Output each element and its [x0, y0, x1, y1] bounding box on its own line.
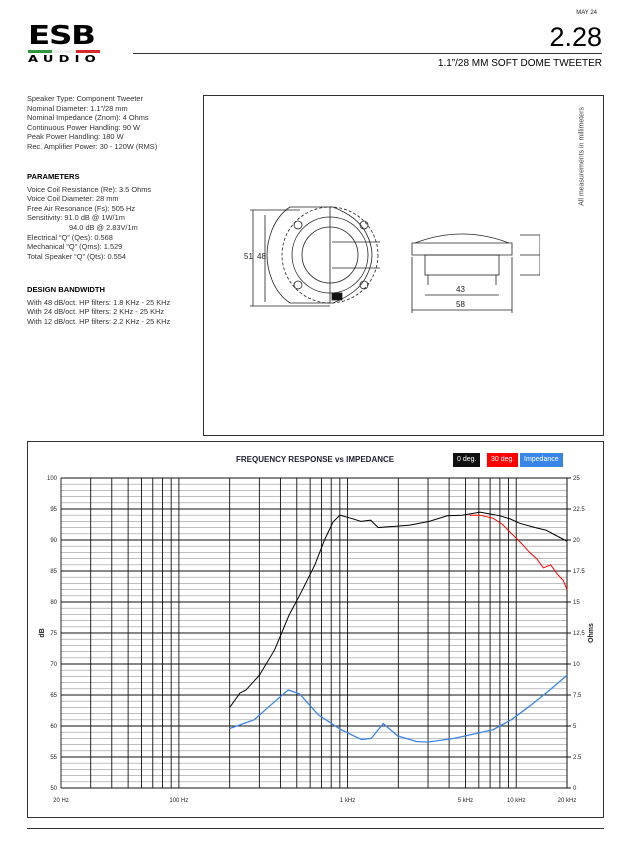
x-tick-label: 10 kHz	[507, 798, 526, 804]
dim-inner-height: 48	[257, 252, 266, 261]
spec-line: Electrical “Q” (Qes): 0.568	[27, 232, 113, 242]
x-tick-label: 1 kHz	[340, 798, 355, 804]
legend-0deg: 0 deg.	[453, 453, 481, 467]
y-tick-label: 50	[50, 786, 57, 792]
legend-impedance: Impedance	[520, 453, 563, 467]
esb-audio-logo: ESB AUDIO	[28, 23, 118, 70]
italian-flag-stripe	[28, 50, 100, 53]
y2-tick-label: 22.5	[573, 507, 585, 513]
spec-line: Voice Coil Diameter: 28 mm	[27, 194, 119, 204]
series-line-impedance	[229, 674, 568, 743]
revision-date: MAY 24	[576, 10, 597, 16]
y-tick-label: 60	[50, 724, 57, 730]
spec-line: With 12 dB/oct. HP filters: 2.2 KHz - 25…	[27, 316, 171, 326]
y2-tick-label: 7.5	[573, 693, 582, 699]
chart-frame	[27, 441, 604, 818]
y2-tick-label: 12.5	[573, 631, 585, 637]
bandwidth-section: DESIGN BANDWIDTH With 48 dB/oct. HP filt…	[27, 285, 170, 326]
x-tick-label: 20 kHz	[558, 798, 577, 804]
y-tick-label: 55	[50, 755, 57, 761]
y2-tick-label: 20	[573, 538, 580, 544]
y2-tick-label: 17.5	[573, 569, 585, 575]
dim-flange-width: 58	[456, 300, 465, 309]
y2-tick-label: 0	[573, 786, 577, 792]
legend-30deg: 30 deg.	[487, 453, 519, 467]
y-axis-label: dB	[39, 628, 46, 637]
series-line-0deg	[229, 511, 568, 708]
y-tick-label: 70	[50, 662, 57, 668]
y2-tick-label: 25	[573, 476, 580, 482]
logo-subword: AUDIO	[28, 54, 101, 65]
model-number: 2.28	[549, 22, 602, 52]
spec-line: Continuous Power Handling: 90 W	[27, 122, 140, 132]
parameters-section: PARAMETERS Voice Coil Resistance (Re): 3…	[27, 172, 151, 261]
y-tick-label: 90	[50, 538, 57, 544]
y-tick-label: 85	[50, 569, 57, 575]
y2-tick-label: 15	[573, 600, 580, 606]
y-tick-label: 75	[50, 631, 57, 637]
series-line-30deg	[469, 514, 568, 590]
technical-drawing-box	[203, 95, 604, 436]
y2-tick-label: 5	[573, 724, 577, 730]
spec-line: Nominal Impedance (Znom): 4 Ohms	[27, 113, 149, 123]
side-view	[411, 233, 540, 313]
general-specs: Speaker Type: Component Tweeter Nominal …	[27, 94, 157, 152]
dim-base-width: 43	[456, 285, 465, 294]
logo-wordmark: ESB	[28, 21, 96, 51]
spec-line: Rec. Amplifier Power: 30 - 120W (RMS)	[27, 141, 158, 151]
spec-line: 94.0 dB @ 2.83V/1m	[69, 222, 138, 232]
x-tick-label: 5 kHz	[458, 798, 473, 804]
spec-line: Speaker Type: Component Tweeter	[27, 94, 143, 103]
y-tick-label: 95	[50, 507, 57, 513]
spec-line: Sensitivity: 91.0 dB @ 1W/1m	[27, 213, 125, 223]
product-subtitle: 1.1”/28 MM SOFT DOME TWEETER	[437, 58, 602, 69]
spec-line: With 48 dB/oct. HP filters: 1.8 KHz - 25…	[27, 297, 171, 307]
spec-line: Peak Power Handling: 180 W	[27, 132, 124, 142]
y-tick-label: 80	[50, 600, 57, 606]
x-tick-label: 100 Hz	[169, 798, 188, 804]
bandwidth-heading: DESIGN BANDWIDTH	[27, 285, 106, 294]
spec-line: Total Speaker “Q” (Qts): 0.554	[27, 251, 126, 261]
spec-line: Nominal Diameter: 1.1”/28 mm	[27, 103, 128, 113]
front-view	[250, 206, 380, 307]
spec-line: With 24 dB/oct. HP filters: 2 KHz - 25 K…	[27, 307, 165, 317]
x-tick-label: 20 Hz	[53, 798, 69, 804]
y-tick-label: 100	[47, 476, 58, 482]
spec-line: Mechanical “Q” (Qms): 1.529	[27, 242, 123, 252]
parameters-heading: PARAMETERS	[27, 172, 80, 181]
spec-line: Free Air Resonance (Fs): 505 Hz	[27, 203, 136, 213]
spec-line: Voice Coil Resistance (Re): 3.5 Ohms	[27, 184, 152, 194]
chart-title: FREQUENCY RESPONSE vs IMPEDANCE	[236, 455, 395, 464]
y-tick-label: 65	[50, 693, 57, 699]
y2-tick-label: 10	[573, 662, 580, 668]
footer-divider	[27, 828, 604, 829]
y2-axis-label: Ohms	[588, 623, 595, 643]
dim-outer-height: 51	[244, 252, 253, 261]
header-divider	[133, 53, 602, 54]
tweeter-drawing: 51 48 43 58 11 11	[244, 206, 540, 313]
y2-tick-label: 2.5	[573, 755, 582, 761]
